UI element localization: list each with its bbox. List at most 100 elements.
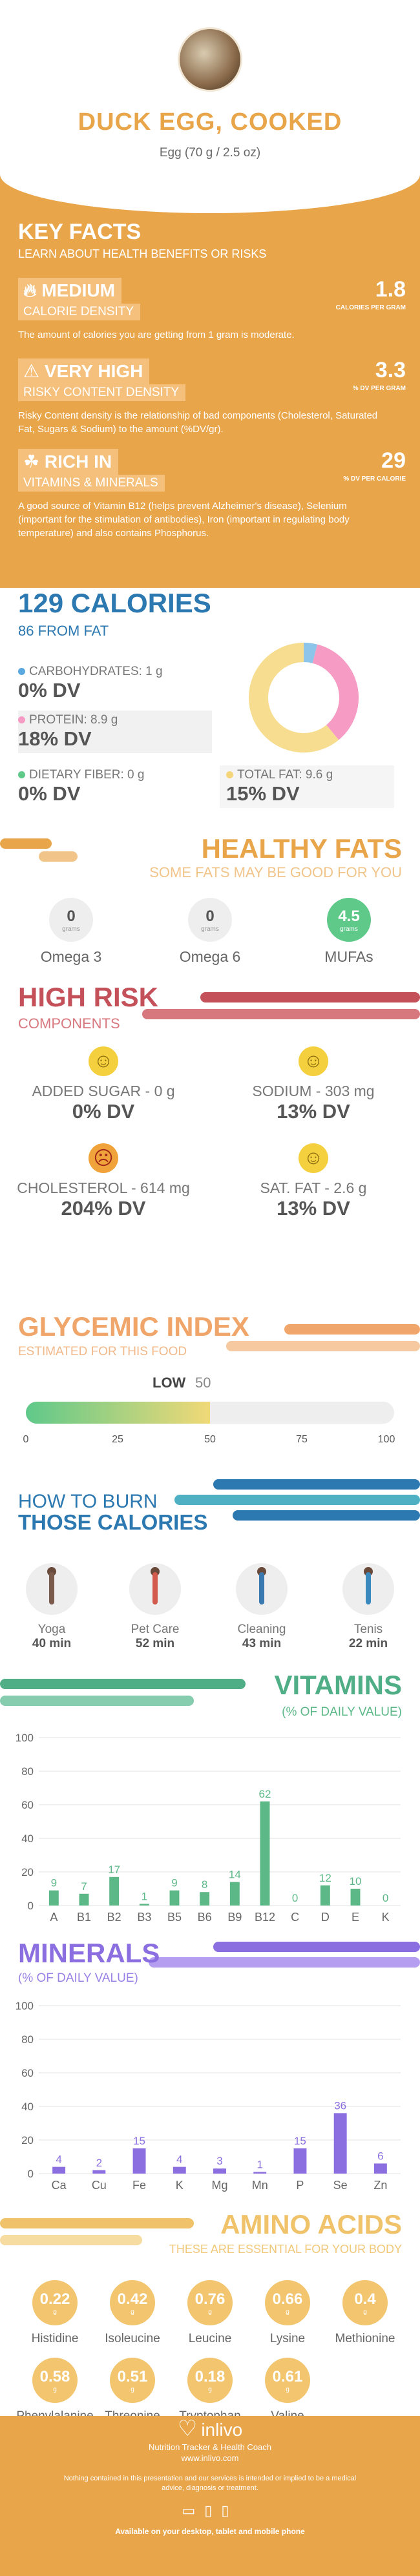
x-tick-label: Ca — [52, 2179, 67, 2192]
x-tick-label: Zn — [373, 2179, 387, 2192]
macro-donut-chart — [249, 643, 359, 753]
x-tick-label: K — [382, 1911, 390, 1924]
minerals-section: MINERALS (% OF DAILY VALUE) 0 20 40 60 80 100… — [0, 1938, 420, 2209]
high-risk-title: HIGH RISK — [18, 982, 159, 1012]
bar-B5 — [169, 1890, 180, 1906]
tennis-icon — [342, 1563, 394, 1615]
y-tick-label: 60 — [21, 1799, 34, 1811]
bar-B1 — [79, 1893, 89, 1906]
macro-fat: TOTAL FAT: 9.6 g 15% DV — [220, 765, 394, 808]
bar-K — [173, 2166, 186, 2174]
amino-value: 0.4 — [354, 2290, 376, 2308]
minerals-title: MINERALS — [18, 1938, 160, 1968]
amino-acid-item: 0.18gTryptophan — [171, 2358, 249, 2424]
x-tick-label: B2 — [107, 1911, 121, 1924]
activity-yoga: Yoga 40 min — [16, 1563, 87, 1651]
bar-D — [320, 1885, 330, 1906]
x-tick-label: B9 — [227, 1911, 242, 1924]
bar-value-label: 0 — [383, 1892, 388, 1904]
glycemic-tick: 50 — [204, 1434, 216, 1445]
amino-label: Histidine — [31, 2332, 79, 2345]
y-tick-label: 40 — [21, 2101, 34, 2113]
bar-value-label: 6 — [377, 2150, 383, 2162]
healthy-fats-subtitle: SOME FATS MAY BE GOOD FOR YOU — [149, 864, 402, 880]
happy-face-icon: ☺ — [89, 1046, 118, 1076]
bar-B6 — [200, 1892, 210, 1906]
amino-subtitle: THESE ARE ESSENTIAL FOR YOUR BODY — [169, 2243, 402, 2256]
fact-calorie-density: 🔥︎ MEDIUM CALORIE DENSITY 1.8 CALORIES PE… — [18, 277, 406, 340]
warning-icon: ⚠ — [23, 361, 40, 381]
bar-value-label: 8 — [202, 1878, 207, 1891]
burn-calories-section: HOW TO BURN THOSE CALORIES Yoga 40 min Pe… — [0, 1466, 420, 1660]
donut-slice-fat — [249, 643, 339, 753]
x-tick-label: Mg — [211, 2179, 227, 2192]
risk-added-sugar: ☺ ADDED SUGAR - 0 g 0% DV — [13, 1046, 194, 1123]
fat-omega3: 0 grams Omega 3 — [36, 898, 107, 966]
amino-value: 0.51 — [117, 2367, 148, 2385]
glycemic-bar-fill — [26, 1402, 210, 1424]
key-facts-section: KEY FACTS LEARN ABOUT HEALTH BENEFITS OR… — [0, 174, 420, 588]
amino-acid-item: 0.58gPhenylalanine — [16, 2358, 94, 2424]
x-tick-label: B1 — [77, 1911, 91, 1924]
key-facts-subtitle: LEARN ABOUT HEALTH BENEFITS OR RISKS — [18, 247, 267, 260]
amino-unit: g — [208, 2385, 212, 2393]
bar-value-label: 14 — [229, 1869, 241, 1881]
amino-unit: g — [131, 2385, 134, 2393]
bar-value-label: 2 — [96, 2157, 102, 2169]
amino-acid-item: 0.61gValine — [249, 2358, 326, 2424]
risk-sodium: ☺ SODIUM - 303 mg 13% DV — [223, 1046, 404, 1123]
glycemic-subtitle: ESTIMATED FOR THIS FOOD — [18, 1345, 187, 1358]
disclaimer: Nothing contained in this presentation a… — [63, 2475, 357, 2492]
macro-carbs: CARBOHYDRATES: 1 g 0% DV — [18, 665, 163, 701]
x-tick-label: Fe — [132, 2179, 146, 2192]
bar-value-label: 9 — [171, 1877, 177, 1889]
glycemic-title: GLYCEMIC INDEX — [18, 1311, 249, 1342]
bar-value-label: 36 — [334, 2099, 346, 2112]
bar-value-label: 17 — [108, 1864, 120, 1876]
bar-value-label: 4 — [56, 2154, 61, 2166]
amino-label: Lysine — [269, 2332, 306, 2345]
amino-title: AMINO ACIDS — [220, 2209, 402, 2239]
bar-value-label: 7 — [81, 1880, 87, 1893]
amino-acid-item: 0.42 g Isoleucine — [94, 2280, 171, 2346]
risk-sat-fat: ☺ SAT. FAT - 2.6 g 13% DV — [223, 1143, 404, 1220]
amino-value: 0.76 — [194, 2290, 226, 2308]
bar-value-label: 1 — [142, 1890, 147, 1902]
glycemic-section: GLYCEMIC INDEX ESTIMATED FOR THIS FOOD L… — [0, 1305, 420, 1460]
happy-face-icon: ☺ — [299, 1143, 328, 1173]
donut-slice-carbs — [303, 643, 318, 663]
bar-Zn — [373, 2163, 387, 2174]
bar-B9 — [229, 1882, 240, 1906]
sad-face-icon: ☹ — [89, 1143, 118, 1173]
fact-risky-content: ⚠ VERY HIGH RISKY CONTENT DENSITY 3.3% D… — [18, 358, 406, 435]
y-tick-label: 0 — [28, 2168, 34, 2180]
healthy-fats-title: HEALTHY FATS — [201, 833, 402, 864]
bar-Cu — [92, 2170, 106, 2174]
brand-name: inlivo — [201, 2420, 243, 2440]
glycemic-level: LOW — [152, 1375, 186, 1391]
amino-label: Methionine — [335, 2332, 395, 2345]
bar-Fe — [132, 2148, 146, 2174]
y-tick-label: 100 — [16, 1732, 34, 1744]
website[interactable]: www.inlivo.com — [181, 2453, 239, 2463]
amino-label: Leucine — [188, 2332, 232, 2345]
amino-unit: g — [208, 2308, 212, 2316]
burn-title-2: THOSE CALORIES — [18, 1510, 208, 1534]
x-tick-label: B3 — [137, 1911, 151, 1924]
glycemic-tick: 100 — [377, 1434, 395, 1445]
y-tick-label: 80 — [21, 2033, 34, 2046]
bar-value-label: 9 — [51, 1877, 57, 1889]
bar-Se — [333, 2113, 347, 2174]
calories-title: 129 CALORIES — [18, 588, 211, 618]
bar-value-label: 12 — [319, 1872, 331, 1884]
healthy-fats-section: HEALTHY FATS SOME FATS MAY BE GOOD FOR Y… — [0, 827, 420, 975]
amino-unit: g — [286, 2308, 289, 2316]
bar-P — [293, 2148, 307, 2174]
x-tick-label: D — [321, 1911, 330, 1924]
x-tick-label: Cu — [92, 2179, 107, 2192]
x-tick-label: Se — [333, 2179, 348, 2192]
amino-unit: g — [286, 2385, 289, 2393]
amino-unit: g — [363, 2308, 367, 2316]
glycemic-tick: 75 — [296, 1434, 308, 1445]
amino-acid-item: 0.76 g Leucine — [171, 2280, 249, 2346]
